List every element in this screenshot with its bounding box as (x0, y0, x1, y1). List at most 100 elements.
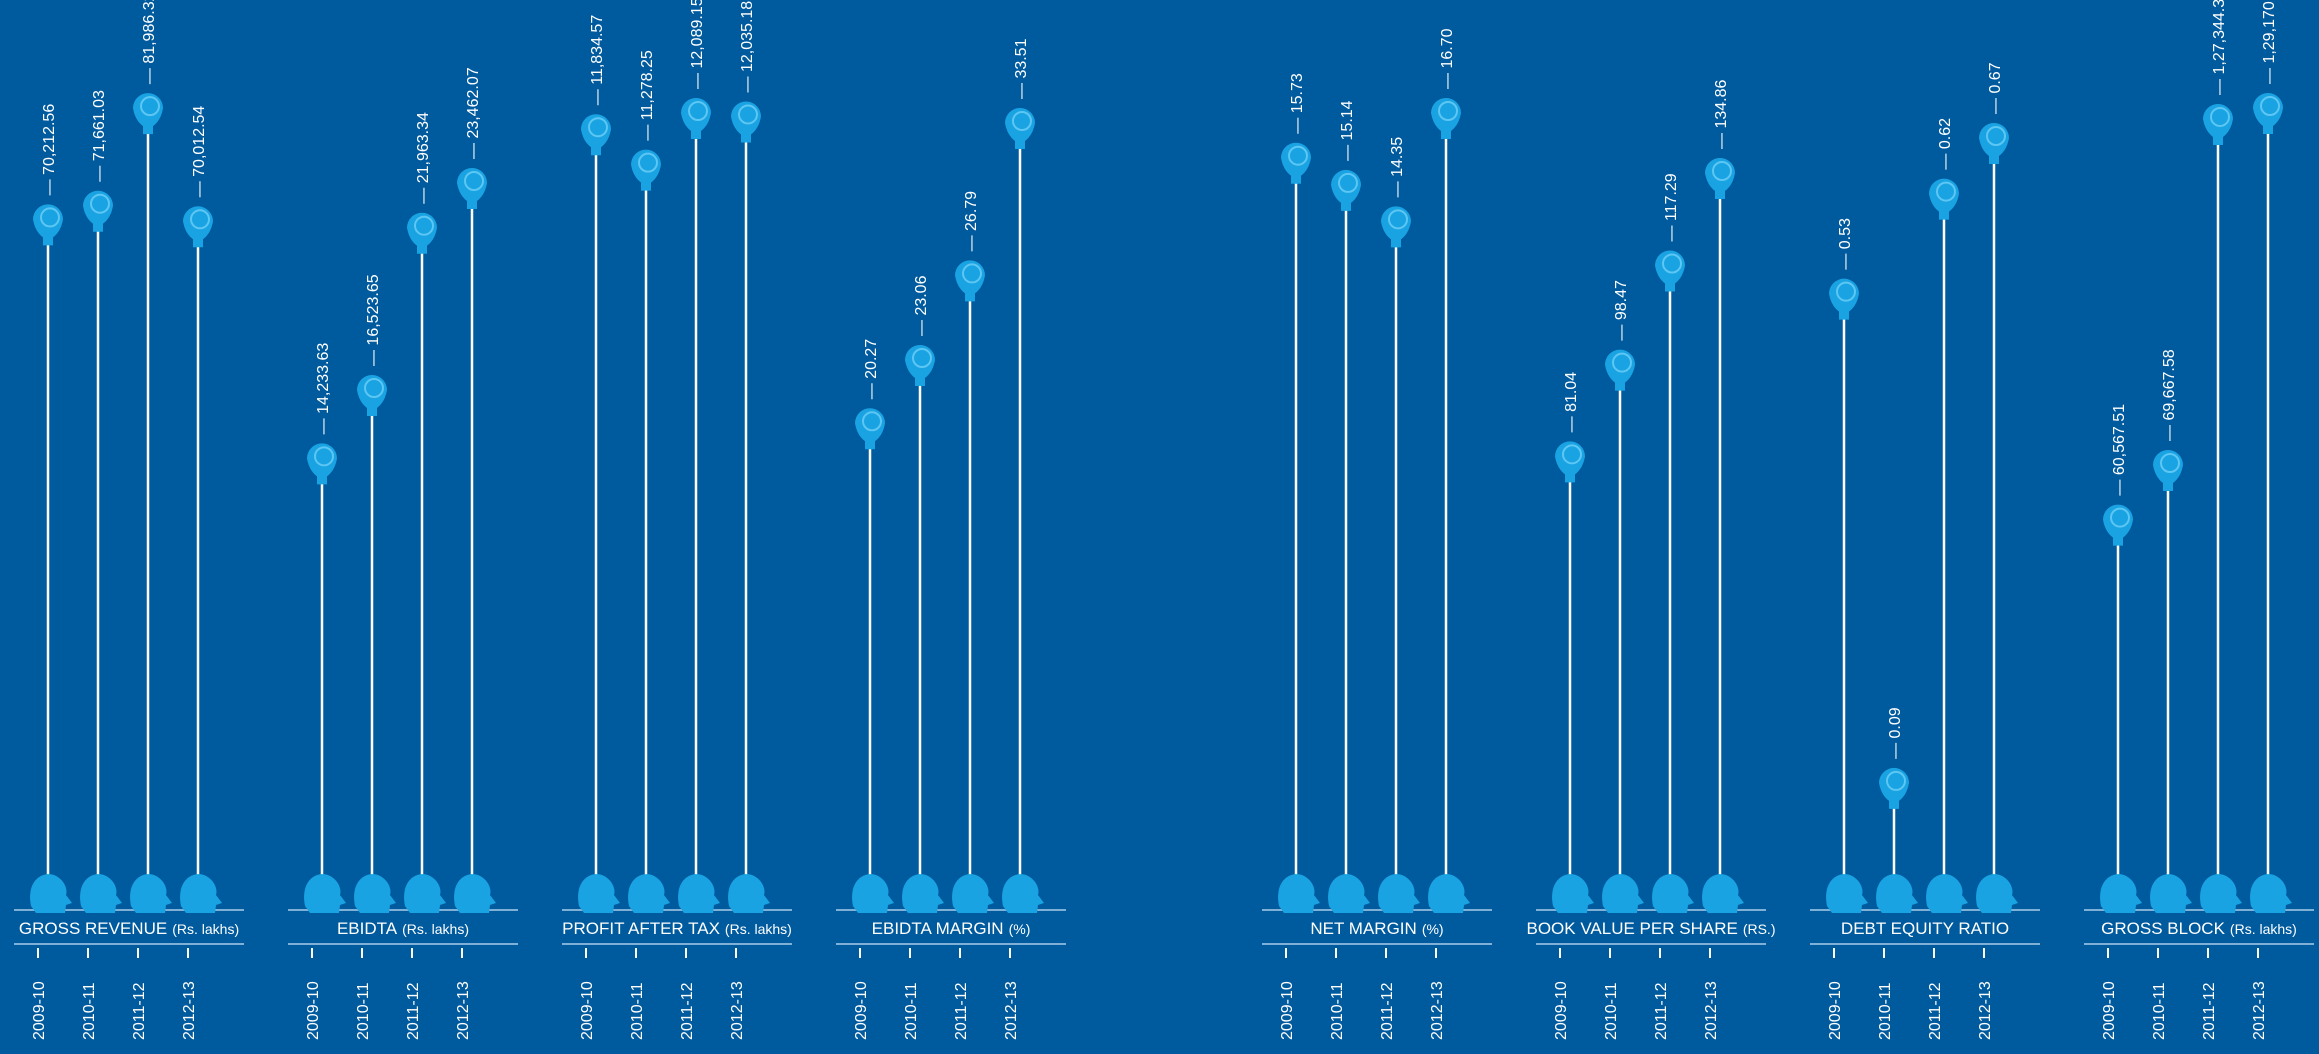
value-label: — 11,834.57 (589, 15, 606, 106)
panel-profit-after-tax: PROFIT AFTER TAX (Rs. lakhs) — 11,834.57 20… (562, 0, 792, 1040)
year-label: 2012-13 (1429, 981, 1446, 1040)
head-icon (80, 874, 122, 913)
panel-title-main: GROSS BLOCK (2101, 919, 2225, 938)
panel-title-unit: (Rs. lakhs) (725, 921, 792, 937)
value-label: — 16.70 (1439, 28, 1456, 89)
bulb-highlight (638, 152, 658, 173)
head-icon (404, 874, 446, 913)
panel-title-main: EBIDTA (337, 919, 398, 938)
year-label: 2010-11 (629, 982, 646, 1040)
bulb-highlight (1388, 209, 1408, 230)
bulb-marker (905, 345, 935, 387)
year-label: 2009-10 (853, 981, 870, 1040)
panel-title-unit: (Rs. lakhs) (2230, 921, 2297, 937)
panel-title-main: BOOK VALUE PER SHARE (1527, 919, 1738, 938)
bulb-highlight (1662, 253, 1682, 274)
year-label: 2012-13 (1977, 981, 1994, 1040)
value-label: — 15.73 (1289, 73, 1306, 134)
bulb-marker (1331, 169, 1361, 211)
year-label: 2012-13 (729, 981, 746, 1040)
year-label: 2011-12 (405, 982, 422, 1040)
value-label: — 12,089.15 (689, 0, 706, 89)
bulb-highlight (688, 101, 708, 121)
bulb-highlight (2110, 507, 2130, 528)
bulb-marker (1929, 178, 1959, 220)
year-label: 2010-11 (355, 982, 372, 1040)
value-label: — 98.47 (1613, 280, 1630, 341)
panel-title-main: PROFIT AFTER TAX (562, 919, 720, 938)
head-icon (1552, 874, 1594, 913)
value-label: — 26.79 (963, 191, 980, 252)
value-label: — 117.29 (1663, 173, 1680, 241)
head-icon (1002, 874, 1044, 913)
bulb-highlight (1562, 444, 1582, 465)
value-label: — 0.09 (1887, 707, 1904, 759)
year-label: 2011-12 (1653, 982, 1670, 1040)
panel-net-margin: NET MARGIN (%) — 15.73 2009-10 — 15.14 2010-1… (1262, 28, 1492, 1040)
head-icon (852, 874, 894, 913)
bulb-marker (2203, 103, 2233, 145)
bulb-highlight (40, 207, 60, 228)
value-label: — 12,035.18 (739, 1, 756, 93)
year-label: 2011-12 (1927, 982, 1944, 1040)
head-icon (1702, 874, 1744, 913)
head-icon (1826, 874, 1868, 913)
value-label: — 1,29,170.72 (2261, 0, 2278, 84)
value-label: — 15.14 (1339, 100, 1356, 161)
bulb-marker (357, 375, 387, 417)
panel-title: GROSS BLOCK (Rs. lakhs) (2101, 919, 2297, 938)
bulb-marker (1431, 98, 1461, 139)
head-icon (578, 874, 620, 913)
value-label: — 11,278.25 (639, 50, 656, 141)
year-label: 2010-11 (2151, 982, 2168, 1040)
bulb-marker (1655, 250, 1685, 292)
value-label: — 70,012.54 (191, 106, 208, 198)
head-icon (1378, 874, 1420, 913)
panel-title-unit: (Rs. lakhs) (402, 921, 469, 937)
head-icon (1602, 874, 1644, 913)
head-icon (1976, 874, 2018, 913)
year-label: 2009-10 (1553, 981, 1570, 1040)
value-label: — 0.62 (1937, 118, 1954, 170)
value-label: — 81.04 (1563, 372, 1580, 433)
bulb-highlight (738, 104, 758, 125)
panel-gross-revenue: GROSS REVENUE (Rs. lakhs) — 70,212.56 2009-… (14, 0, 244, 1040)
bulb-marker (581, 114, 611, 156)
bulb-highlight (364, 378, 384, 399)
bulb-highlight (962, 263, 982, 284)
panel-title-main: NET MARGIN (1310, 919, 1416, 938)
panel-book-value-per-share: BOOK VALUE PER SHARE (RS.) — 81.04 2009-10 —… (1527, 80, 1776, 1040)
year-label: 2009-10 (1279, 981, 1296, 1040)
value-label: — 21,963.34 (415, 112, 432, 204)
bulb-highlight (1338, 172, 1358, 193)
bulb-highlight (588, 117, 608, 138)
year-label: 2012-13 (1703, 981, 1720, 1040)
year-label: 2010-11 (1877, 982, 1894, 1040)
year-label: 2011-12 (2201, 982, 2218, 1040)
bulb-marker (1979, 123, 2009, 164)
panel-title: NET MARGIN (%) (1310, 919, 1443, 938)
panel-gross-block: GROSS BLOCK (Rs. lakhs) — 60,567.51 2009-10… (2084, 0, 2314, 1040)
bulb-marker (1381, 206, 1411, 248)
value-label: — 33.51 (1013, 38, 1030, 99)
head-icon (1428, 874, 1470, 913)
year-label: 2009-10 (305, 981, 322, 1040)
bulb-highlight (1886, 770, 1906, 791)
bulb-highlight (190, 209, 210, 230)
head-icon (2200, 874, 2242, 913)
panel-title: EBIDTA (Rs. lakhs) (337, 919, 469, 938)
year-label: 2010-11 (1603, 982, 1620, 1040)
year-label: 2012-13 (455, 981, 472, 1040)
bulb-marker (2153, 450, 2183, 492)
bulb-highlight (2210, 106, 2230, 127)
panel-title: BOOK VALUE PER SHARE (RS.) (1527, 919, 1776, 938)
year-label: 2011-12 (953, 982, 970, 1040)
head-icon (1278, 874, 1320, 913)
panel-title-main: EBIDTA MARGIN (872, 919, 1004, 938)
head-icon (952, 874, 994, 913)
value-label: — 134.86 (1713, 80, 1730, 149)
year-label: 2010-11 (1329, 982, 1346, 1040)
bulb-marker (1605, 349, 1636, 391)
value-label: — 69,667.58 (2161, 349, 2178, 441)
